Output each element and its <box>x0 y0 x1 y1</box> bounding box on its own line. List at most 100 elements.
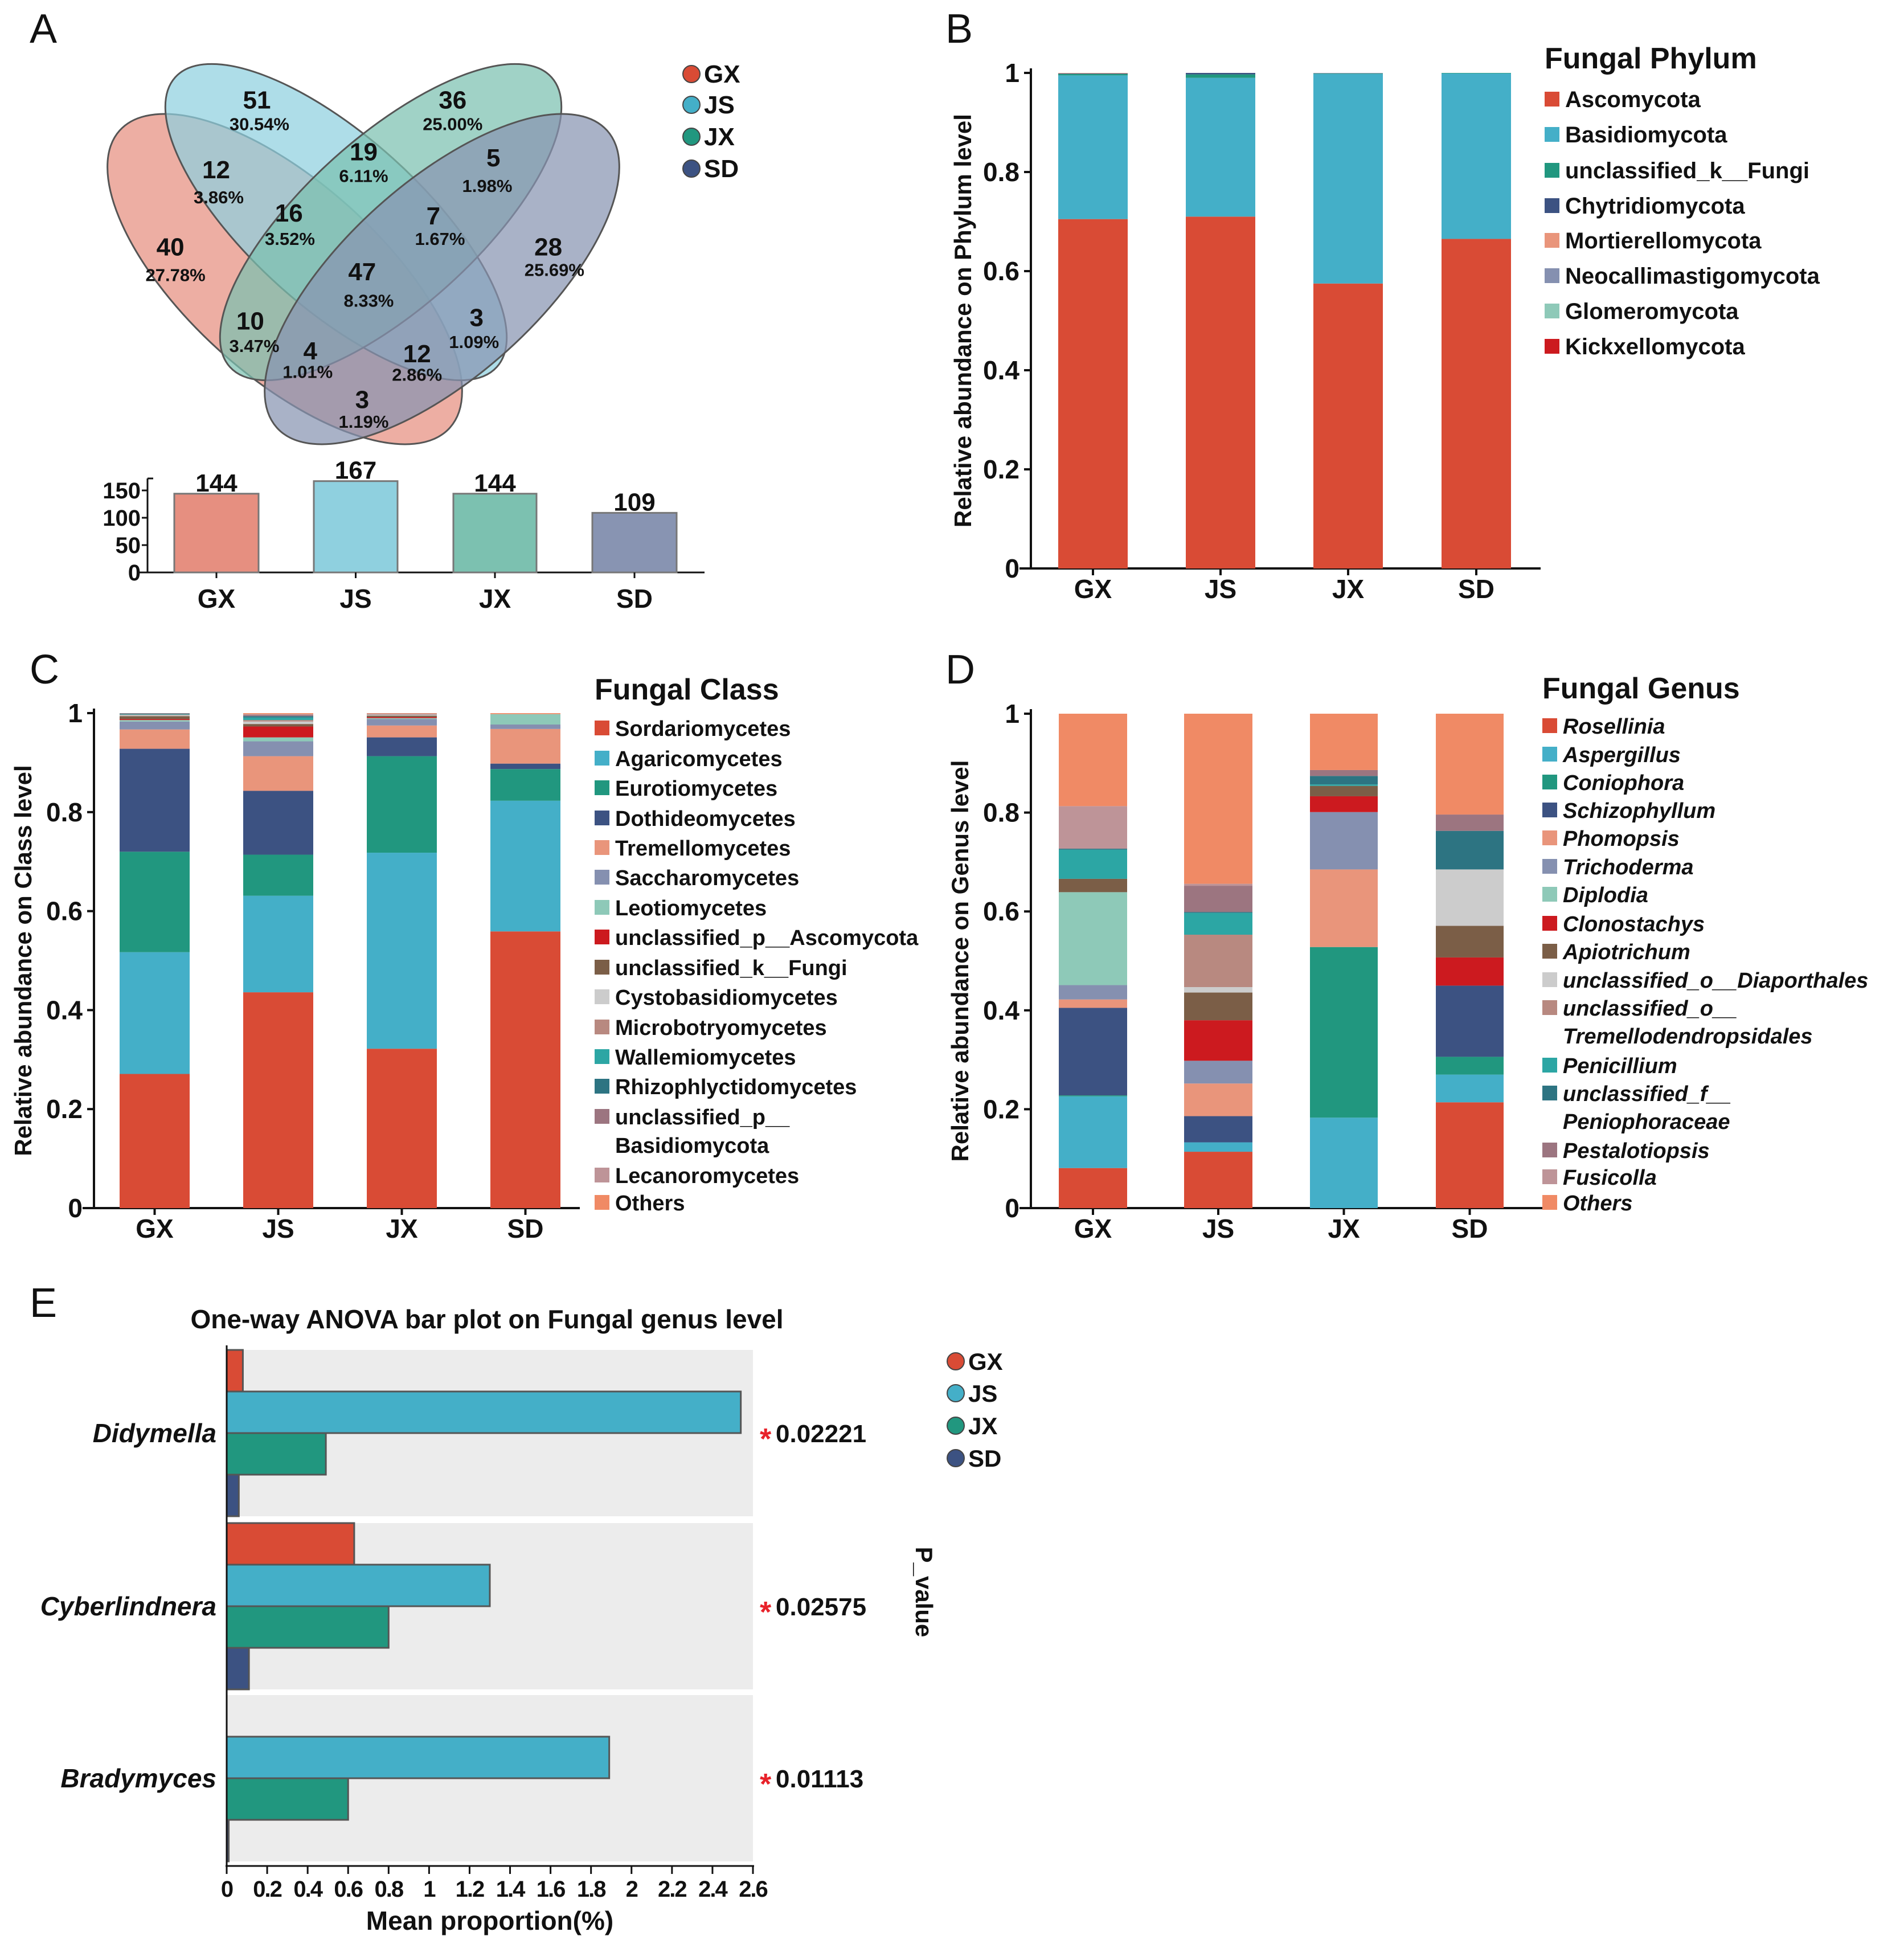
legend-swatch <box>1542 1143 1557 1157</box>
legend-label: Lecanoromycetes <box>615 1164 799 1188</box>
legend-label: SD <box>704 155 739 183</box>
bar-segment-JX-7 <box>1310 796 1378 812</box>
venn-region-count: 47 <box>348 258 376 286</box>
bar-segment-GX-3 <box>120 748 190 852</box>
bar-Cyberlindnera-SD <box>226 1647 250 1691</box>
legend-dot-GX <box>947 1352 965 1370</box>
venn-diagram: 5130.54%3625.00%123.86%196.11%51.98%163.… <box>107 60 740 445</box>
legend-label: Mortierellomycota <box>1565 228 1762 253</box>
bar-segment-GX-1 <box>1058 75 1128 219</box>
legend-label-line: Tremellodendropsidales <box>1563 1025 1813 1049</box>
bar-segment-JX-7 <box>367 717 437 718</box>
bar-segment-JS-9 <box>243 721 313 725</box>
legend-label: JS <box>968 1380 997 1407</box>
p-value-label: 0.02575 <box>776 1593 866 1621</box>
bar-segment-JS-3 <box>243 791 313 855</box>
significance-asterisk: * <box>760 1596 772 1629</box>
legend-dot-JX <box>947 1417 965 1435</box>
legend-swatch <box>595 811 609 825</box>
bar-JX <box>452 493 538 574</box>
bar-value-label: 144 <box>195 469 238 497</box>
panel-label-b: B <box>945 6 973 52</box>
legend-label-line: unclassified_f__ <box>1563 1082 1731 1106</box>
legend-swatch <box>595 1079 609 1094</box>
venn-region-percent: 27.78% <box>146 265 206 285</box>
bar-segment-JS-0 <box>1184 1152 1252 1208</box>
venn-region-count: 3 <box>355 386 369 414</box>
bar-segment-JS-12 <box>243 716 313 718</box>
legend-label: Others <box>615 1192 685 1215</box>
legend-swatch <box>595 930 609 944</box>
bar-segment-JX-10 <box>367 714 437 715</box>
bar-segment-JS-7 <box>243 726 313 738</box>
legend-label: Agaricomycetes <box>615 747 783 771</box>
bar-Didymella-GX <box>226 1349 244 1393</box>
legend-label: Basidiomycota <box>1565 122 1727 148</box>
bar-segment-SD-4 <box>490 729 560 764</box>
venn-region-count: 12 <box>403 340 431 368</box>
legend-swatch <box>1542 944 1557 959</box>
legend-swatch <box>1545 127 1559 142</box>
bar-segment-GX-11 <box>1059 849 1127 879</box>
legend-swatch <box>1542 718 1557 733</box>
p-value-axis-title: P_value <box>911 1547 937 1638</box>
legend-label: unclassified_p__Ascomycota <box>615 926 919 950</box>
legend-label: GX <box>968 1348 1003 1375</box>
y-tick-label: 0.6 <box>46 897 83 926</box>
legend-swatch <box>1542 775 1557 789</box>
x-tick-label: GX <box>198 584 236 613</box>
bar-Cyberlindnera-GX <box>226 1522 355 1566</box>
bar-segment-SD-15 <box>490 713 560 714</box>
x-tick-label: 2.6 <box>739 1877 767 1902</box>
genus-label: Bradymyces <box>60 1763 216 1793</box>
x-tick-label: 0.8 <box>375 1877 404 1902</box>
bar-segment-JX-1 <box>367 853 437 1049</box>
y-tick-label: 1 <box>1005 699 1019 729</box>
chart-title: One-way ANOVA bar plot on Fungal genus l… <box>190 1304 783 1334</box>
bar-value-label: 109 <box>613 488 655 516</box>
bar-segment-JX-2 <box>367 756 437 853</box>
legend-label: Schizophyllum <box>1563 799 1715 823</box>
genus-stacked-chart: 0 0.2 0.4 0.6 0.8 1 Relative abundance on Genu… <box>947 672 1868 1243</box>
legend-dot-JX <box>682 128 701 146</box>
legend-swatch <box>1542 830 1557 845</box>
y-tick-label: 0.2 <box>983 1094 1019 1124</box>
legend-label: unclassified_p__ Basidiomycota <box>615 1106 790 1158</box>
x-tick-label: 2.2 <box>658 1877 686 1902</box>
legend-swatch <box>1545 163 1559 178</box>
x-tick-label: JS <box>1202 1214 1234 1243</box>
legend-label: Rhizophlyctidomycetes <box>615 1075 857 1099</box>
legend-label: JS <box>704 91 735 119</box>
bar-segment-JS-10 <box>243 720 313 722</box>
legend-label: Wallemiomycetes <box>615 1046 796 1070</box>
significance-asterisk: * <box>760 1423 772 1456</box>
legend-label: Neocallimastigomycota <box>1565 264 1820 289</box>
bar-segment-JX-5 <box>367 719 437 726</box>
bar-segment-JX-0 <box>367 1049 437 1208</box>
legend-swatch <box>595 721 609 735</box>
p-value-label: 0.01113 <box>776 1765 863 1793</box>
y-tick-label: 0.6 <box>983 256 1019 286</box>
bar-segment-GX-2 <box>1058 73 1128 76</box>
bar-segment-GX-3 <box>1059 1008 1127 1096</box>
bar-segment-JS-13 <box>1184 886 1252 912</box>
y-tick-label: 0.8 <box>46 797 83 827</box>
bar-segment-GX-14 <box>1059 806 1127 849</box>
bar-segment-SD-5 <box>490 724 560 729</box>
x-tick-label: 0.2 <box>253 1877 281 1902</box>
bar-segment-JS-4 <box>1184 1083 1252 1116</box>
bar-segment-JX-9 <box>367 714 437 716</box>
bar-Didymella-JS <box>226 1390 742 1434</box>
legend-label: unclassified_k__Fungi <box>1565 158 1809 183</box>
bar-segment-JX-1 <box>1310 1118 1378 1208</box>
legend-swatch <box>595 1109 609 1124</box>
legend-label: Saccharomycetes <box>615 866 799 890</box>
legend-label: unclassified_f__ Peniophoraceae <box>1563 1082 1731 1134</box>
venn-region-count: 19 <box>350 138 378 166</box>
legend-label: Penicillium <box>1563 1054 1677 1078</box>
bar-segment-SD-1 <box>490 800 560 932</box>
y-axis-title: Relative abundance on Genus level <box>947 760 973 1162</box>
bar-segment-GX-1 <box>120 952 190 1074</box>
bar-segment-JS-1 <box>243 895 313 993</box>
y-axis-title: Relative abundance on Class level <box>10 765 36 1156</box>
